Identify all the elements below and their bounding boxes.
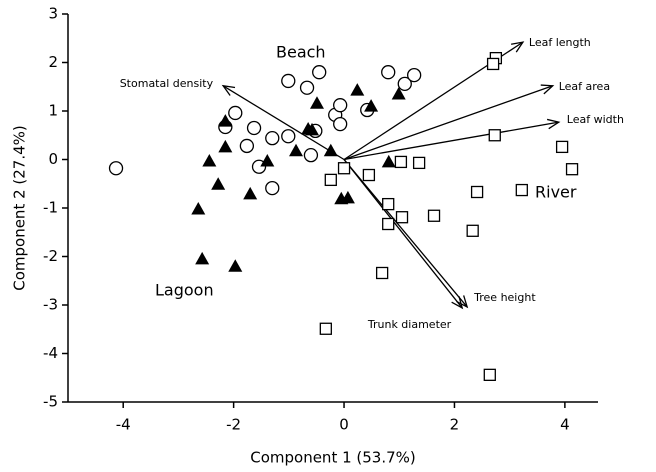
point: [555, 140, 569, 154]
x-axis-title: Component 1 (53.7%): [250, 449, 416, 467]
point: [381, 65, 396, 80]
point: [243, 186, 258, 200]
loading-label: Leaf area: [559, 80, 610, 93]
point: [260, 153, 275, 167]
group-label: Lagoon: [155, 281, 214, 300]
point: [303, 147, 319, 163]
x-tick-label: 2: [450, 416, 460, 434]
loading-arrow: [343, 85, 553, 161]
point: [340, 190, 355, 204]
point: [312, 65, 327, 80]
point: [202, 153, 217, 167]
point: [466, 224, 479, 237]
point: [281, 73, 296, 89]
x-tick-label: 4: [560, 416, 570, 434]
point: [191, 201, 206, 215]
point: [211, 177, 226, 190]
point: [486, 57, 500, 71]
point: [427, 209, 441, 222]
point: [333, 116, 348, 132]
point: [382, 217, 395, 231]
y-axis-title: Component 2 (27.4%): [11, 125, 29, 291]
y-tick-label: 3: [48, 5, 58, 23]
point: [488, 129, 501, 142]
point: [407, 67, 422, 83]
point: [299, 80, 315, 95]
y-tick-label: -4: [43, 344, 58, 362]
loading-arrow: [343, 159, 468, 308]
point: [265, 131, 280, 146]
point: [108, 161, 124, 176]
arrow-head: [221, 84, 236, 96]
y-tick-label: -1: [43, 199, 58, 217]
point: [375, 266, 389, 280]
point: [565, 163, 579, 176]
point: [362, 168, 376, 182]
y-tick-label: -5: [43, 393, 58, 411]
point: [333, 98, 348, 113]
x-tick-label: 0: [339, 416, 349, 434]
loading-arrow: [343, 121, 559, 161]
point: [195, 251, 210, 265]
arrow-head: [451, 296, 464, 310]
loading-label: Leaf width: [567, 113, 624, 126]
point: [323, 143, 338, 157]
x-tick-label: -4: [116, 416, 131, 434]
point: [228, 259, 243, 272]
y-tick-label: 2: [48, 53, 58, 71]
point: [305, 122, 320, 136]
point: [381, 154, 396, 168]
point: [412, 156, 426, 170]
loading-label: Leaf length: [529, 36, 591, 49]
point: [364, 99, 379, 112]
point: [218, 139, 233, 153]
arrow-head: [546, 118, 561, 130]
point: [239, 138, 255, 154]
point: [228, 105, 243, 121]
x-tick-label: -2: [226, 416, 241, 434]
point: [218, 114, 233, 127]
point: [391, 87, 406, 100]
point: [397, 76, 412, 91]
loading-arrow: [343, 159, 463, 309]
point: [319, 322, 332, 335]
arrow-head: [540, 84, 555, 95]
arrow-head: [456, 295, 469, 309]
point: [281, 129, 296, 144]
arrow-head: [510, 41, 525, 53]
y-tick-label: -2: [43, 247, 58, 265]
point: [265, 180, 280, 196]
point: [483, 368, 496, 381]
y-tick-label: 0: [48, 150, 58, 168]
point: [309, 96, 324, 109]
point: [395, 211, 409, 224]
group-label: Beach: [276, 43, 326, 62]
y-tick-label: 1: [48, 102, 58, 120]
point: [470, 185, 484, 199]
point: [324, 173, 337, 187]
point: [350, 83, 365, 96]
point: [289, 143, 304, 157]
loading-label: Trunk diameter: [367, 318, 452, 331]
loading-label: Stomatal density: [120, 77, 214, 90]
loading-label: Tree height: [473, 291, 536, 304]
point: [337, 162, 351, 175]
group-label: River: [535, 183, 577, 202]
point: [515, 183, 528, 197]
loading-arrow: [222, 85, 345, 161]
y-tick-label: -3: [43, 296, 58, 314]
point: [382, 197, 395, 211]
point: [246, 120, 262, 136]
point: [394, 155, 408, 169]
